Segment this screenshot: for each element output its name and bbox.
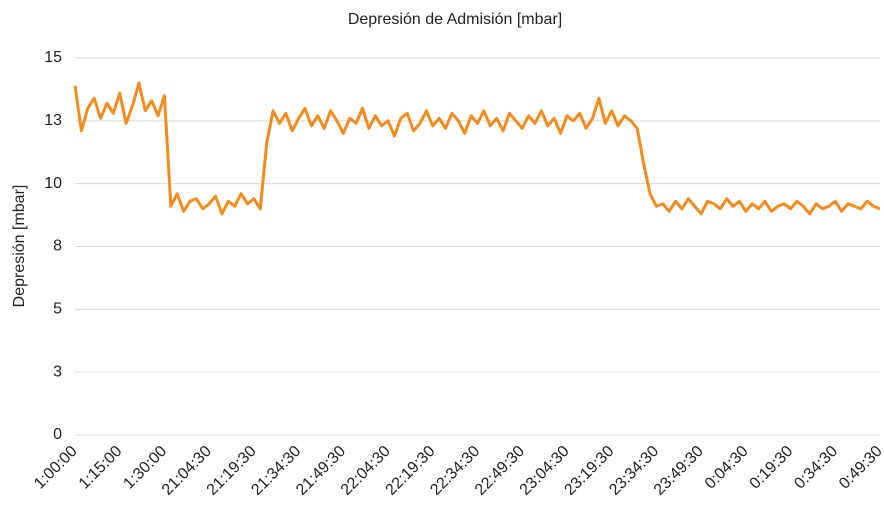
x-tick-label: 0:19:30 — [747, 443, 797, 493]
y-axis-title: Depresión [mbar] — [11, 185, 28, 308]
data-line — [73, 81, 881, 216]
y-tick-label: 5 — [53, 301, 62, 318]
x-tick-label: 0:04:30 — [702, 443, 752, 493]
x-tick-label: 0:34:30 — [791, 443, 841, 493]
x-tick-label: 1:00:00 — [31, 443, 81, 493]
y-tick-label: 3 — [53, 363, 62, 380]
y-tick-label: 15 — [44, 49, 62, 66]
x-tick-label: 0:49:30 — [836, 443, 884, 493]
y-tick-label: 13 — [44, 112, 62, 129]
chart-title: Depresión de Admisión [mbar] — [348, 11, 562, 28]
x-tick-label: 23:49:30 — [651, 443, 707, 499]
y-tick-label: 0 — [53, 426, 62, 443]
y-tick-label: 8 — [53, 238, 62, 255]
y-tick-label: 10 — [44, 175, 62, 192]
x-tick-label: 1:15:00 — [76, 443, 126, 493]
